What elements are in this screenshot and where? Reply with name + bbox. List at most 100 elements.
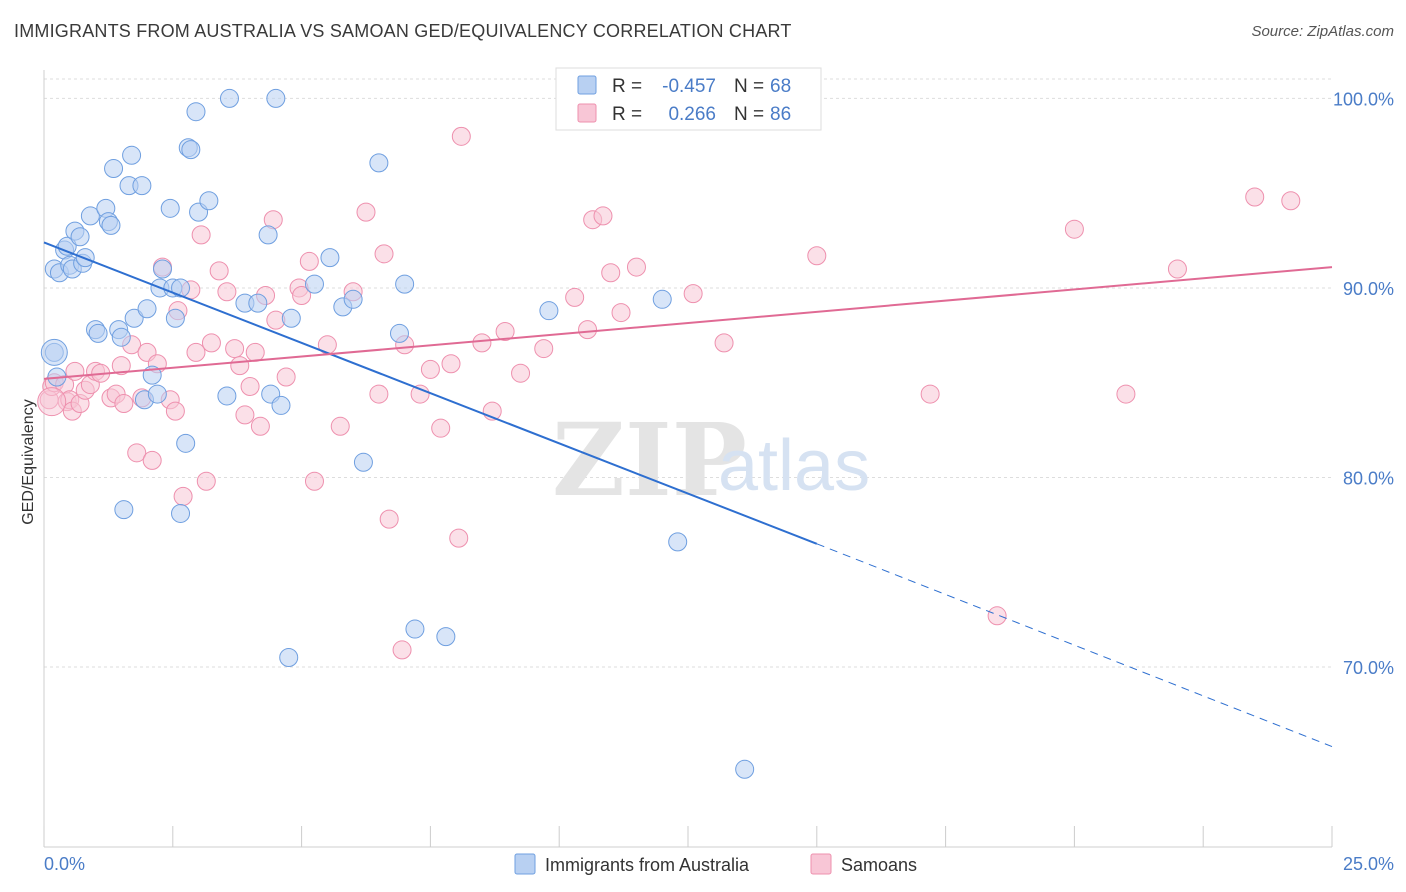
trend-line-australia-extrapolated <box>816 543 1333 748</box>
australia-point <box>436 627 456 647</box>
australia-points <box>40 88 755 779</box>
y-tick-label: 70.0% <box>1343 658 1394 678</box>
legend-r-label-australia: R = <box>612 76 642 97</box>
legend-n-value-samoans: 86 <box>770 104 791 125</box>
samoans-point <box>225 339 245 359</box>
samoans-point <box>683 284 703 304</box>
samoans-point <box>565 287 585 307</box>
trend-lines <box>43 241 1333 748</box>
trend-line-samoans <box>43 266 1333 380</box>
samoans-point <box>611 303 631 323</box>
samoans-point <box>420 359 440 379</box>
samoans-point <box>369 384 389 404</box>
australia-point <box>369 153 389 173</box>
australia-point <box>389 323 409 343</box>
australia-point <box>539 301 559 321</box>
samoans-point <box>1064 219 1084 239</box>
australia-point <box>171 278 191 298</box>
samoans-point <box>987 606 1007 626</box>
samoans-point <box>186 342 206 362</box>
samoans-point <box>392 640 412 660</box>
legend-r-value-samoans: 0.266 <box>668 104 716 125</box>
australia-point <box>114 500 134 520</box>
samoans-point <box>410 384 430 404</box>
samoans-point <box>191 225 211 245</box>
australia-point <box>70 227 90 247</box>
samoans-point <box>330 416 350 436</box>
australia-point <box>281 308 301 328</box>
samoans-point-large <box>37 387 67 417</box>
australia-point <box>101 215 121 235</box>
australia-point <box>266 88 286 108</box>
legend-n-label-samoans: N = <box>734 104 764 125</box>
legend-swatch-samoans <box>577 103 597 123</box>
australia-point <box>132 176 152 196</box>
legend-n-label-australia: N = <box>734 76 764 97</box>
stats-legend-box <box>555 67 822 131</box>
australia-point <box>186 102 206 122</box>
bottom-legend-label-australia: Immigrants from Australia <box>545 855 750 875</box>
legend-n-value-australia: 68 <box>770 76 791 97</box>
samoans-point <box>142 450 162 470</box>
samoans-point <box>449 528 469 548</box>
legend-r-label-samoans: R = <box>612 104 642 125</box>
y-tick-labels: 70.0% 80.0% 90.0% 100.0% <box>1333 89 1394 678</box>
trend-line-australia <box>43 241 818 545</box>
australia-point <box>271 395 291 415</box>
y-tick-label: 80.0% <box>1343 468 1394 488</box>
australia-point <box>652 289 672 309</box>
samoans-point <box>127 443 147 463</box>
watermark: ZIP atlas <box>552 401 870 519</box>
australia-point <box>304 274 324 294</box>
samoans-point <box>451 126 471 146</box>
australia-point <box>353 452 373 472</box>
australia-point <box>124 308 144 328</box>
australia-point <box>199 191 219 211</box>
bottom-legend-label-samoans: Samoans <box>841 855 917 875</box>
watermark-zip: ZIP <box>552 401 747 519</box>
y-tick-label: 90.0% <box>1343 279 1394 299</box>
samoans-point <box>626 257 646 277</box>
samoans-point <box>304 471 324 491</box>
australia-point <box>147 384 167 404</box>
samoans-point <box>299 251 319 271</box>
watermark-atlas: atlas <box>718 426 870 506</box>
samoans-point <box>379 509 399 529</box>
australia-point <box>176 433 196 453</box>
bottom-legend: Immigrants from Australia Samoans <box>514 853 917 875</box>
australia-point <box>343 289 363 309</box>
samoans-point <box>578 320 598 340</box>
samoans-point <box>276 367 296 387</box>
australia-point <box>405 619 425 639</box>
legend-swatch-australia <box>577 75 597 95</box>
samoans-point <box>292 286 312 306</box>
australia-point <box>122 145 142 165</box>
samoans-point <box>431 418 451 438</box>
x-tick-marks <box>43 826 1333 847</box>
australia-point <box>668 532 688 552</box>
samoans-point <box>495 322 515 342</box>
samoans-point <box>356 202 376 222</box>
samoans-point <box>1245 187 1265 207</box>
samoans-point <box>920 384 940 404</box>
samoans-point <box>441 354 461 374</box>
samoans-point <box>374 244 394 264</box>
samoans-point <box>1116 384 1136 404</box>
y-tick-label: 100.0% <box>1333 89 1394 109</box>
australia-point-large <box>40 338 68 366</box>
samoans-point <box>511 363 531 383</box>
samoans-point <box>1167 259 1187 279</box>
bottom-legend-swatch-australia <box>514 853 536 875</box>
samoans-point <box>240 376 260 396</box>
samoans-point <box>201 333 221 353</box>
samoans-point <box>217 282 237 302</box>
source-credit: Source: ZipAtlas.com <box>1251 23 1394 40</box>
samoans-point <box>230 356 250 376</box>
samoans-point <box>714 333 734 353</box>
australia-point <box>395 274 415 294</box>
legend-r-value-australia: -0.457 <box>662 76 716 97</box>
samoans-point <box>173 486 193 506</box>
y-axis-label: GED/Equivalency <box>20 399 37 524</box>
australia-point <box>137 299 157 319</box>
